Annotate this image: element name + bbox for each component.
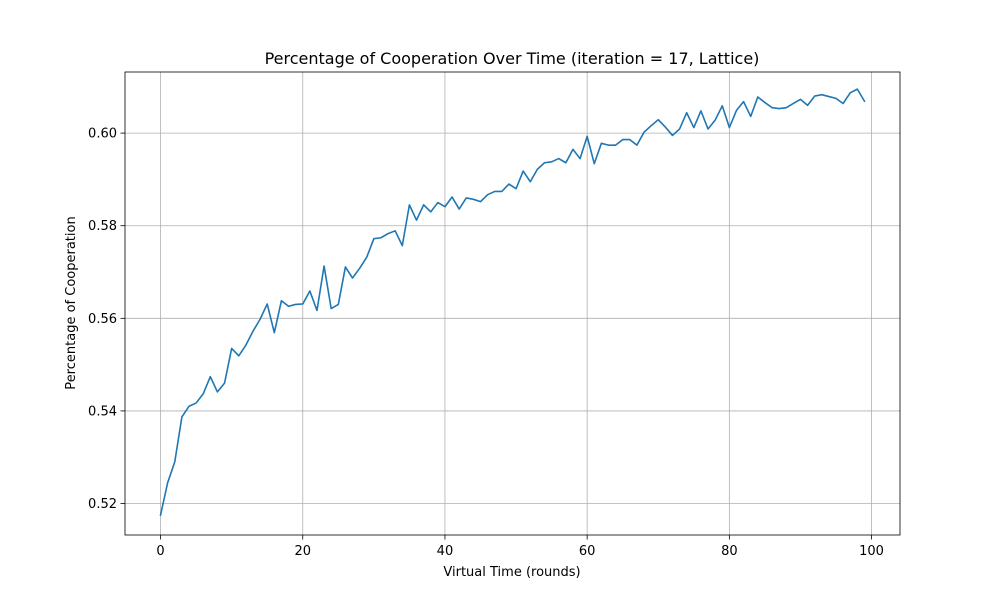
- x-tick-label: 60: [579, 544, 596, 559]
- y-tick-label: 0.56: [88, 312, 117, 327]
- x-axis-label: Virtual Time (rounds): [443, 565, 580, 580]
- chart-title: Percentage of Cooperation Over Time (ite…: [265, 49, 760, 68]
- y-tick-label: 0.54: [88, 404, 117, 419]
- plot-area: [125, 72, 900, 535]
- y-tick-label: 0.58: [88, 219, 117, 234]
- y-tick-label: 0.52: [88, 497, 117, 512]
- y-axis-label: Percentage of Cooperation: [64, 216, 79, 389]
- x-tick-label: 0: [156, 544, 164, 559]
- x-tick-label: 100: [859, 544, 884, 559]
- x-tick-label: 40: [437, 544, 454, 559]
- x-tick-label: 80: [721, 544, 738, 559]
- x-tick-label: 20: [294, 544, 311, 559]
- y-tick-label: 0.60: [88, 127, 117, 142]
